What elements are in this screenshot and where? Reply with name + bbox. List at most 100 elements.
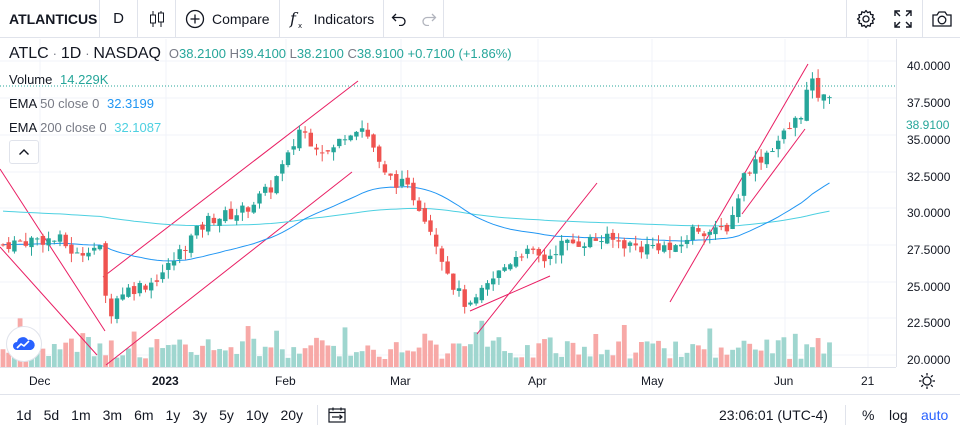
volume-bar [764, 339, 770, 367]
volume-bar [393, 342, 399, 367]
settings-button[interactable] [846, 0, 884, 38]
range-5y[interactable]: 5y [219, 406, 234, 423]
range-3y[interactable]: 3y [192, 406, 208, 423]
interval-button[interactable]: D [100, 0, 138, 38]
legend-close: 38.9100 [356, 46, 404, 61]
candle-body [821, 94, 826, 101]
candle-body [616, 240, 621, 242]
candle-body [747, 172, 752, 174]
volume-bar [456, 343, 462, 367]
candle-body [149, 282, 154, 291]
undo-button[interactable] [384, 0, 414, 38]
fullscreen-button[interactable] [884, 0, 922, 38]
percent-toggle[interactable]: % [862, 406, 875, 423]
volume-bar [507, 352, 513, 367]
volume-bar [0, 349, 6, 367]
candle-body [542, 254, 547, 262]
volume-bar [148, 347, 154, 367]
sun-gear-icon [919, 373, 935, 389]
svg-text:x: x [298, 22, 302, 29]
symbol-search[interactable]: ATLANTICUS [0, 0, 100, 38]
date-range-button[interactable] [328, 407, 346, 423]
candle-body [730, 214, 735, 229]
price-chart[interactable] [0, 39, 896, 367]
candle-body [656, 243, 661, 251]
volume-bar [696, 345, 701, 367]
range-5d[interactable]: 5d [43, 406, 60, 423]
range-10y[interactable]: 10y [245, 406, 269, 423]
time-axis[interactable]: Dec 2023 Feb Mar Apr May Jun 21 [0, 367, 935, 395]
volume-bar [40, 348, 46, 367]
candle-body [257, 193, 262, 204]
candle-body [662, 245, 667, 252]
candle-body [519, 256, 524, 258]
price-axis[interactable]: 40.0000 37.5000 35.0000 32.5000 30.0000 27.50… [896, 39, 960, 367]
candle-body [434, 234, 439, 247]
volume-bar [348, 355, 354, 367]
volume-bar [222, 350, 228, 367]
cloud-chart-icon [13, 337, 35, 350]
volume-bar [399, 352, 405, 367]
log-toggle[interactable]: log [889, 406, 908, 423]
axis-settings-button[interactable] [918, 372, 936, 395]
ema200-legend[interactable]: EMA 200 close 0 32.1087 [9, 120, 161, 135]
candle-body [263, 186, 268, 193]
candle-body [548, 255, 553, 259]
range-1y[interactable]: 1y [165, 406, 181, 423]
volume-bar [684, 352, 690, 367]
candle-body [6, 242, 11, 250]
time-label-feb: Feb [275, 374, 296, 388]
redo-button[interactable] [414, 0, 445, 38]
compare-button[interactable]: Compare [176, 0, 280, 38]
candle-body [422, 208, 427, 222]
volume-bar [787, 358, 792, 367]
volume-bar [707, 328, 713, 367]
candle-body [52, 240, 57, 242]
volume-bar [536, 343, 542, 367]
ema50-params: 50 close 0 [40, 96, 100, 111]
chart-type-button[interactable] [138, 0, 176, 38]
candle-body [302, 131, 308, 133]
range-20y[interactable]: 20y [280, 406, 304, 423]
candle-body [639, 246, 644, 253]
price-tick: 27.5000 [907, 243, 951, 257]
candle-body [57, 234, 63, 242]
volume-bar [730, 349, 735, 367]
volume-bar [34, 351, 40, 367]
candle-body [736, 198, 741, 218]
volume-legend[interactable]: Volume 14.229K [9, 72, 108, 87]
candle-body [137, 283, 142, 294]
collapse-legend-button[interactable] [9, 140, 39, 164]
volume-bar [753, 349, 758, 367]
ema-lines [2, 182, 830, 262]
price-tick: 40.0000 [907, 59, 951, 73]
range-6m[interactable]: 6m [134, 406, 154, 423]
range-1d[interactable]: 1d [16, 406, 32, 423]
candle-body [644, 244, 650, 255]
volume-bar [154, 339, 160, 367]
candle-body [605, 233, 610, 244]
volume-bar [416, 347, 422, 367]
candle-body [536, 248, 541, 256]
volume-bar [564, 341, 570, 367]
auto-toggle[interactable]: auto [921, 406, 949, 423]
redo-icon [422, 13, 437, 26]
indicators-label: Indicators [313, 10, 375, 27]
volume-bar [644, 341, 650, 367]
range-3m[interactable]: 3m [102, 406, 123, 423]
snapshot-button[interactable] [922, 0, 960, 38]
candle-body [804, 89, 809, 121]
plus-circle-icon [185, 9, 205, 28]
ema50-legend[interactable]: EMA 50 close 0 32.3199 [9, 96, 154, 111]
channel-line [102, 80, 359, 278]
tradingview-logo[interactable] [6, 326, 42, 362]
volume-bar [473, 332, 479, 367]
volume-bar [490, 340, 496, 367]
candle-body [80, 253, 85, 256]
clock-timezone[interactable]: 23:06:01 (UTC-4) [719, 406, 828, 423]
range-1m[interactable]: 1m [71, 406, 91, 423]
legend-symbol: ATLC [9, 45, 49, 62]
candle-body [251, 204, 256, 213]
volume-bar [217, 348, 222, 367]
